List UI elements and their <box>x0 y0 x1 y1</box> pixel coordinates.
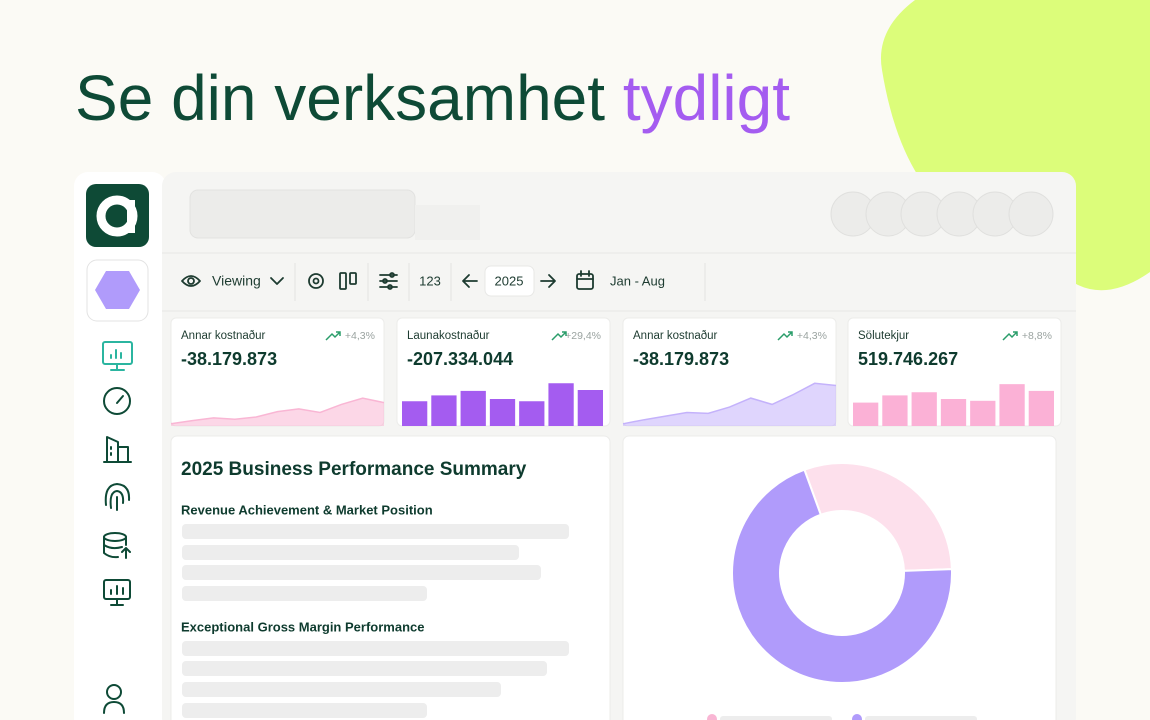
calendar-icon[interactable] <box>576 270 594 290</box>
text-placeholder <box>182 565 541 580</box>
nav-presentation[interactable] <box>103 579 131 606</box>
trend-icon <box>551 331 567 341</box>
text-placeholder <box>182 586 427 601</box>
kpi-change: +4,3% <box>345 330 375 342</box>
kpi-label: Annar kostnaður <box>181 330 266 342</box>
section-heading: Exceptional Gross Margin Performance <box>181 619 424 634</box>
trend-icon <box>325 331 341 341</box>
bar <box>431 395 457 426</box>
text-placeholder <box>182 682 501 697</box>
kpi-change: +8,8% <box>1022 330 1052 342</box>
bar <box>577 390 603 426</box>
kpi-card[interactable]: Sölutekjur +8,8% 519.746.267 <box>847 317 1062 427</box>
nav-dashboard[interactable] <box>102 341 133 371</box>
kpi-label: Annar kostnaður <box>633 330 718 342</box>
donut-chart <box>731 462 953 684</box>
bar <box>970 400 996 426</box>
area-line <box>622 382 837 425</box>
kpi-cards: Annar kostnaður +4,3% -38.179.873 Launakost… <box>170 317 1062 427</box>
donut-card <box>622 435 1057 720</box>
kpi-value: -207.334.044 <box>407 349 513 369</box>
kpi-value: -38.179.873 <box>181 349 277 369</box>
text-placeholder <box>182 661 547 676</box>
bar <box>489 399 516 426</box>
trend-icon <box>777 331 793 341</box>
bar <box>882 395 908 426</box>
kpi-value: 519.746.267 <box>858 349 958 369</box>
area-line <box>170 397 385 425</box>
search-placeholder[interactable] <box>189 189 416 239</box>
year: 2025 <box>495 273 524 288</box>
avatars <box>830 191 1054 237</box>
period[interactable]: Jan - Aug <box>610 273 665 288</box>
nav-buildings[interactable] <box>103 436 132 463</box>
filter-button[interactable] <box>379 272 398 290</box>
next-year[interactable] <box>540 274 556 288</box>
year-box[interactable] <box>484 265 535 297</box>
columns-button[interactable] <box>339 272 357 290</box>
settings-button[interactable] <box>308 273 324 289</box>
trend-icon <box>1002 331 1018 341</box>
kpi-card[interactable]: Annar kostnaður +4,3% -38.179.873 <box>170 317 385 427</box>
prev-year[interactable] <box>462 274 478 288</box>
number-format[interactable]: 123 <box>419 273 441 288</box>
decor-blob <box>880 0 1150 291</box>
view-toggle[interactable]: Viewing <box>181 273 284 289</box>
bar <box>519 401 545 426</box>
workspace-icon <box>95 271 140 309</box>
kpi-label: Sölutekjur <box>858 330 909 342</box>
bar <box>548 383 574 426</box>
bar <box>911 392 937 426</box>
area <box>623 383 836 426</box>
kpi-change: +4,3% <box>797 330 827 342</box>
headline-start: Se din verksamhet <box>75 62 605 134</box>
bar <box>402 401 428 426</box>
legend-placeholder <box>865 716 977 720</box>
legend-swatch <box>707 714 717 720</box>
logo-mark <box>127 200 135 233</box>
nav-profile[interactable] <box>103 684 125 714</box>
bar <box>940 399 967 426</box>
kpi-card[interactable]: Annar kostnaður +4,3% -38.179.873 <box>622 317 837 427</box>
bar <box>853 402 879 426</box>
legend-placeholder <box>720 716 832 720</box>
text-placeholder <box>182 703 427 718</box>
headline-highlight: tydligt <box>623 62 790 134</box>
placeholder <box>415 205 480 240</box>
kpi-card[interactable]: Launakostnaður +29,4% -207.334.044 <box>396 317 611 427</box>
bar <box>1028 390 1054 426</box>
text-placeholder <box>182 641 569 656</box>
headline: Se din verksamhet tydligt <box>75 62 790 134</box>
text-placeholder <box>182 545 519 560</box>
donut-slice[interactable] <box>731 468 953 684</box>
bar <box>999 384 1025 426</box>
nav-database[interactable] <box>103 532 131 559</box>
kpi-label: Launakostnaður <box>407 330 490 342</box>
legend-swatch <box>852 714 862 720</box>
kpi-value: -38.179.873 <box>633 349 729 369</box>
summary-title: 2025 Business Performance Summary <box>181 459 527 480</box>
nav-fingerprint[interactable] <box>104 483 131 511</box>
kpi-change: +29,4% <box>565 330 601 342</box>
text-placeholder <box>182 524 569 539</box>
nav-gauge[interactable] <box>103 387 131 415</box>
donut-slice[interactable] <box>803 462 953 572</box>
bar <box>460 390 486 426</box>
view-mode: Viewing <box>212 273 261 289</box>
section-heading: Revenue Achievement & Market Position <box>181 502 433 517</box>
logo[interactable] <box>86 184 149 247</box>
